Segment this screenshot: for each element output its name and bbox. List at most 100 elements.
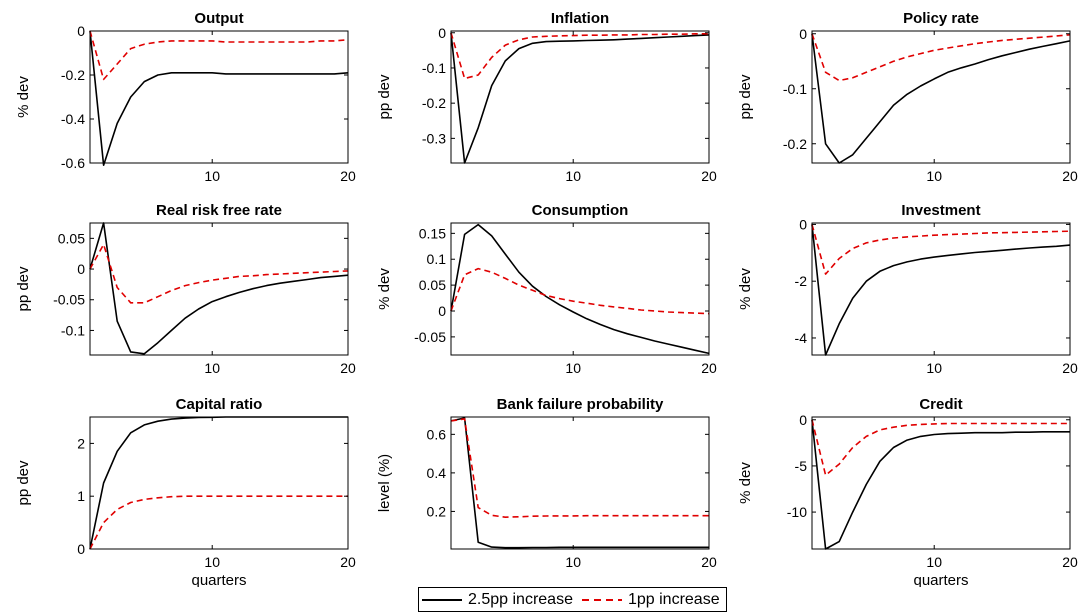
y-tick-label: 1: [77, 488, 85, 504]
y-tick-label: -0.4: [61, 111, 85, 127]
y-tick-label: 0: [77, 23, 85, 39]
axes-box: [89, 30, 349, 164]
y-tick-label: 0.1: [427, 251, 447, 267]
y-tick-label: -5: [795, 458, 808, 474]
legend-swatch-solid-line: [422, 598, 462, 601]
x-tick-label: 20: [1062, 168, 1078, 184]
y-tick-label: -0.6: [61, 155, 85, 171]
x-tick-label: 20: [701, 168, 717, 184]
panel-2: 10 20 -0.3 -0.2 -0.1 0 Inflation pp dev: [376, 10, 717, 184]
panel-title: Capital ratio: [176, 396, 263, 413]
y-tick-label: 2: [77, 435, 85, 451]
axes-box: [811, 222, 1071, 356]
legend-item-series1: 2.5pp increase: [419, 591, 579, 609]
x-tick-label: 10: [926, 360, 942, 376]
axes-box: [811, 416, 1071, 550]
series-line-solid: [811, 419, 1070, 550]
panel-7: 10 20 0 1 2 Capital ratio pp dev quarters: [15, 396, 356, 587]
series-line-solid: [89, 416, 348, 550]
y-axis-label: pp dev: [15, 460, 32, 506]
x-axis-label: quarters: [913, 572, 968, 587]
y-tick-label: -0.05: [53, 292, 85, 308]
x-tick-label: 10: [204, 554, 220, 570]
series-line-dashed: [811, 33, 1071, 82]
series-line-solid: [450, 32, 710, 164]
x-axis-label: quarters: [191, 572, 246, 587]
axes-box: [89, 222, 349, 356]
x-tick-label: 10: [204, 360, 220, 376]
panel-3: 10 20 -0.2 -0.1 0 Policy rate pp dev: [737, 10, 1078, 184]
y-tick-label: 0.15: [419, 225, 446, 241]
panel-title: Consumption: [532, 202, 629, 219]
panel-title: Investment: [901, 202, 980, 219]
x-tick-label: 20: [701, 360, 717, 376]
y-tick-label: -10: [787, 504, 807, 520]
panel-6: 10 20 -4 -2 0 Investment % dev: [737, 202, 1078, 376]
x-tick-label: 20: [1062, 554, 1078, 570]
series-line-dashed: [89, 243, 349, 304]
x-tick-label: 20: [701, 554, 717, 570]
series-line-dashed: [89, 495, 348, 550]
y-tick-label: 0.2: [427, 503, 447, 519]
y-axis-label: % dev: [737, 462, 754, 504]
legend-label-series2: 1pp increase: [627, 590, 720, 608]
series-line-dashed: [811, 224, 1071, 275]
x-tick-label: 20: [340, 360, 356, 376]
y-tick-label: 0: [438, 25, 446, 41]
y-tick-label: -0.1: [61, 322, 85, 338]
axes-box: [811, 30, 1071, 164]
y-tick-label: 0.05: [419, 277, 446, 293]
x-tick-label: 10: [926, 168, 942, 184]
series-line-solid: [450, 223, 710, 355]
series-line-dashed: [450, 418, 709, 519]
x-tick-label: 10: [204, 168, 220, 184]
series-line-solid: [811, 33, 1071, 164]
panel-title: Policy rate: [903, 10, 979, 27]
y-tick-label: -0.3: [422, 130, 446, 146]
legend-label-series1: 2.5pp increase: [468, 590, 573, 608]
legend-item-series2: 1pp increase: [579, 591, 726, 609]
series-line-dashed: [811, 419, 1070, 477]
legend: 2.5pp increase 1pp increase: [418, 587, 727, 612]
series-line-dashed: [450, 267, 710, 315]
y-tick-label: 0: [438, 303, 446, 319]
x-tick-label: 20: [1062, 360, 1078, 376]
y-tick-label: -0.2: [783, 136, 807, 152]
panel-4: 10 20 -0.1 -0.05 0 0.05 Real risk free rate pp …: [15, 202, 356, 376]
series-line-solid: [450, 417, 709, 549]
panel-9: 10 20 -10 -5 0 Credit % dev quarters: [737, 396, 1078, 587]
x-tick-label: 10: [565, 360, 581, 376]
y-axis-label: % dev: [15, 76, 32, 118]
y-axis-label: pp dev: [15, 266, 32, 312]
series-line-solid: [89, 30, 349, 166]
y-tick-label: -0.1: [783, 81, 807, 97]
x-tick-label: 20: [340, 554, 356, 570]
y-axis-label: pp dev: [376, 74, 393, 120]
y-tick-label: -2: [795, 273, 808, 289]
y-tick-label: -0.2: [422, 95, 446, 111]
y-tick-label: 0.4: [427, 465, 447, 481]
y-tick-label: 0: [799, 412, 807, 428]
x-tick-label: 10: [565, 554, 581, 570]
x-tick-label: 20: [340, 168, 356, 184]
y-tick-label: -4: [795, 330, 808, 346]
y-axis-label: pp dev: [737, 74, 754, 120]
panel-1: 10 20 -0.6 -0.4 -0.2 0 Output % dev: [15, 10, 356, 184]
panel-title: Real risk free rate: [156, 202, 282, 219]
y-tick-label: 0: [799, 26, 807, 42]
y-axis-label: % dev: [737, 268, 754, 310]
x-tick-label: 10: [926, 554, 942, 570]
axes-box: [450, 30, 710, 164]
panel-title: Credit: [919, 396, 962, 413]
series-line-dashed: [89, 30, 349, 81]
panel-8: 10 20 0.2 0.4 0.6 Bank failure probability lev…: [376, 396, 717, 570]
axes-box: [450, 222, 710, 356]
y-tick-label: 0: [799, 216, 807, 232]
panel-title: Output: [194, 10, 243, 27]
y-tick-label: -0.05: [414, 329, 446, 345]
y-tick-label: 0.05: [58, 230, 85, 246]
y-tick-label: -0.1: [422, 60, 446, 76]
series-line-dashed: [450, 32, 709, 80]
panel-5: 10 20 -0.05 0 0.05 0.1 0.15 Consumption % dev: [376, 202, 717, 376]
